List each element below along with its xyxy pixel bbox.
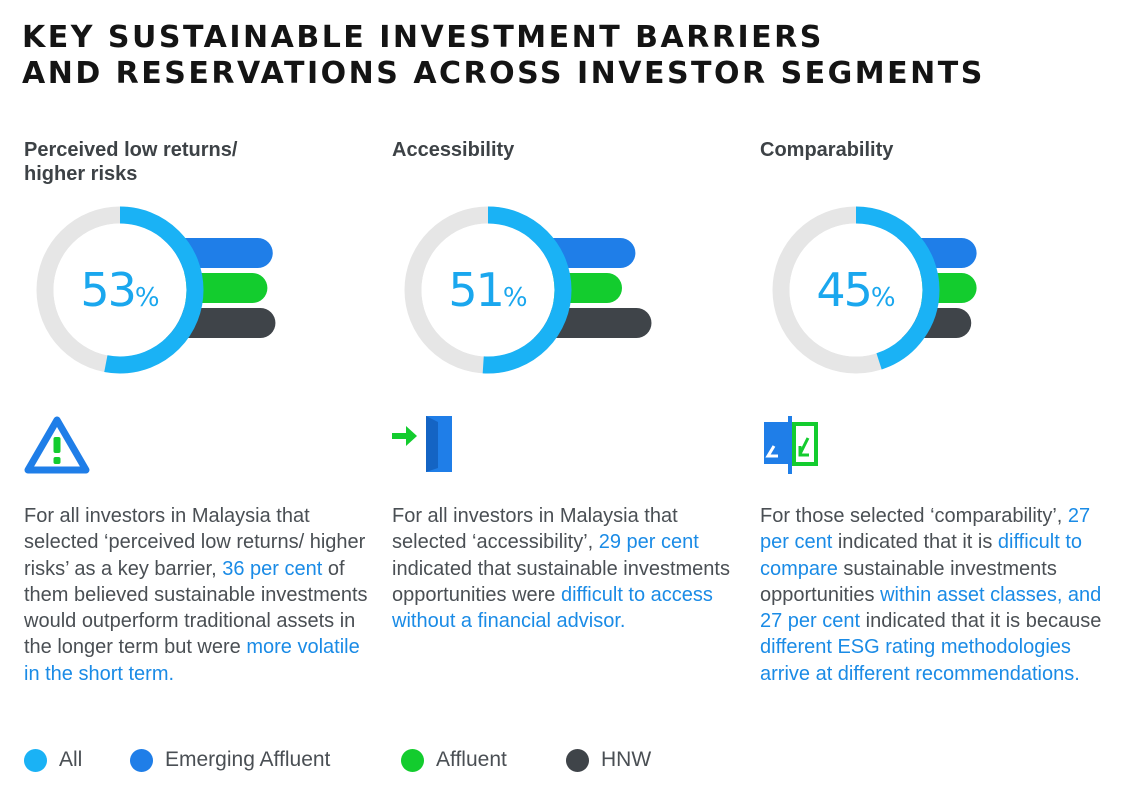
description-text: For those selected ‘comparability’, xyxy=(760,505,1068,527)
donut-value: 51 xyxy=(448,263,505,317)
donut-value-arc xyxy=(772,206,940,374)
legend-item-all: All xyxy=(24,744,82,776)
legend-swatch xyxy=(566,748,589,772)
panel-chart: 51% xyxy=(392,206,742,386)
donut-hole xyxy=(53,223,187,357)
description-highlight: 36 per cent xyxy=(222,557,323,580)
legend-item-hnw: HNW xyxy=(566,744,651,776)
legend-item-emerging-affluent: Emerging Affluent xyxy=(130,744,330,776)
legend-label: All xyxy=(59,748,83,771)
panel-title: Comparability xyxy=(760,139,894,161)
donut-percentage: 51% xyxy=(410,260,566,328)
chart-title-line-2: AND RESERVATIONS ACROSS INVESTOR SEGMENT… xyxy=(22,56,985,91)
donut-value-arc xyxy=(36,206,204,374)
panel-title: Perceived low returns/ higher risks xyxy=(24,139,238,185)
panel-description: For those selected ‘comparability’, 27 p… xyxy=(760,503,1110,687)
percent-sign: % xyxy=(502,283,528,313)
legend-swatch xyxy=(24,748,47,772)
description-highlight: more volatile in the short term. xyxy=(24,636,360,685)
legend-swatch xyxy=(401,748,424,772)
donut-value: 53 xyxy=(80,263,137,317)
donut-percentage: 45% xyxy=(778,260,934,328)
panel-perceived-low-returns: Perceived low returns/ higher risks 53% xyxy=(24,138,374,386)
description-highlight: different ESG rating methodologies arriv… xyxy=(760,636,1080,685)
description-highlight: 29 per cent xyxy=(598,531,699,554)
description-text: indicated that it is because xyxy=(860,610,1102,633)
description-text: indicated that sustainable investments o… xyxy=(392,557,730,606)
chart-title-line-1: KEY SUSTAINABLE INVESTMENT BARRIERS xyxy=(22,20,824,55)
chart-svg xyxy=(36,206,276,374)
door-entry-icon xyxy=(392,416,452,472)
legend-swatch xyxy=(130,748,153,772)
description-text: For all investors in Malaysia that selec… xyxy=(24,505,366,580)
panel-chart: 45% xyxy=(760,206,1110,386)
description-text: of them believed sustainable investments… xyxy=(24,557,368,659)
percent-sign: % xyxy=(870,283,896,313)
donut-value-arc xyxy=(404,206,572,374)
description-highlight: difficult to compare xyxy=(760,531,1083,580)
legend-label: HNW xyxy=(601,748,652,771)
donut-hole xyxy=(789,223,923,357)
chart-svg xyxy=(404,206,652,374)
legend-item-affluent: Affluent xyxy=(401,744,507,776)
panel-title: Accessibility xyxy=(392,139,515,161)
donut-percentage: 53% xyxy=(42,260,198,328)
panel-accessibility: Accessibility 51% xyxy=(392,138,742,386)
donut-hole xyxy=(421,223,555,357)
warning-triangle-icon xyxy=(24,416,90,474)
panel-description: For all investors in Malaysia that selec… xyxy=(24,503,374,687)
description-highlight: difficult to access without a financial … xyxy=(392,583,713,633)
donut-value: 45 xyxy=(816,263,873,317)
description-text: sustainable investments opportunities xyxy=(760,557,1057,606)
compare-panels-icon xyxy=(764,416,818,474)
legend-label: Affluent xyxy=(436,748,507,771)
legend-label: Emerging Affluent xyxy=(165,748,331,771)
percent-sign: % xyxy=(134,283,160,313)
description-text: For all investors in Malaysia that selec… xyxy=(392,505,678,554)
panel-chart: 53% xyxy=(24,206,374,386)
panel-comparability: Comparability 45% xyxy=(760,138,1110,386)
description-highlight: within asset classes, and 27 per cent xyxy=(760,583,1102,633)
chart-title: KEY SUSTAINABLE INVESTMENT BARRIERS AND … xyxy=(22,20,985,92)
panel-description: For all investors in Malaysia that selec… xyxy=(392,503,742,634)
description-highlight: 27 per cent xyxy=(760,505,1091,554)
chart-svg xyxy=(772,206,977,374)
description-text: indicated that it is xyxy=(832,531,998,554)
